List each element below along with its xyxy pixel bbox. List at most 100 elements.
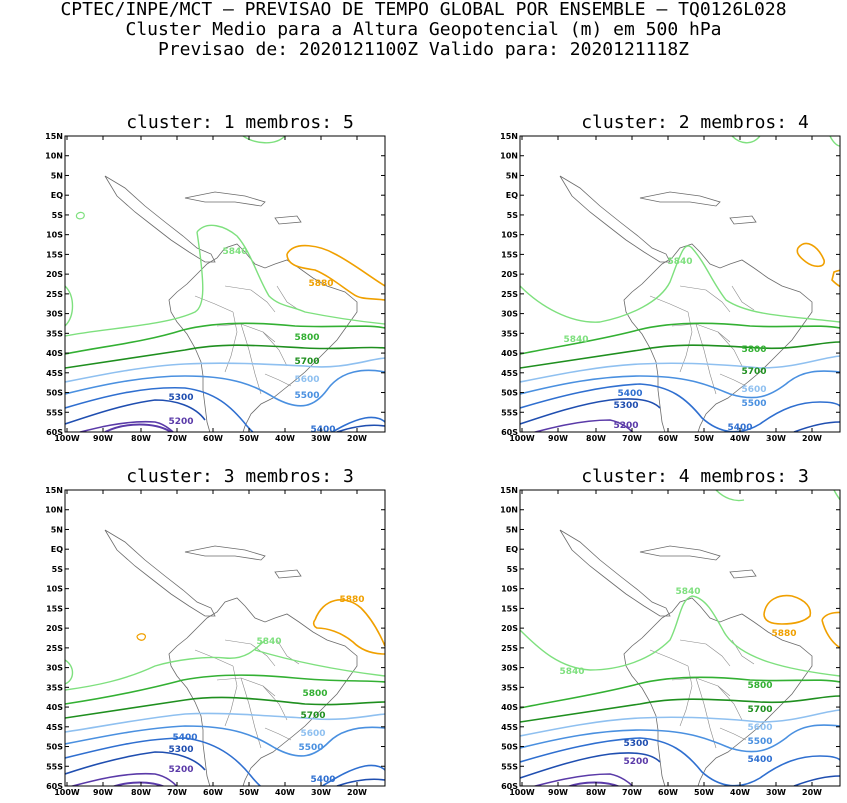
contour-line-5500 xyxy=(65,369,385,407)
lon-label: 80W xyxy=(131,788,151,797)
lat-label: 55S xyxy=(501,408,518,417)
map-content: 5840 5840 5880 5800 5700 5600 5500 5400 5300 5200 xyxy=(520,490,840,786)
lat-label: 15N xyxy=(45,132,63,141)
lat-label: 40S xyxy=(46,703,63,712)
contour-label: 5840 xyxy=(222,247,247,257)
lat-label: 25S xyxy=(46,644,63,653)
country-border xyxy=(679,285,731,313)
lon-label: 60W xyxy=(203,788,223,797)
lat-label: 10S xyxy=(46,585,63,594)
lat-label: 30S xyxy=(46,310,63,319)
contour-label: 5500 xyxy=(741,399,766,409)
lon-label: 40W xyxy=(275,788,295,797)
lat-label: 20S xyxy=(46,624,63,633)
contour-line-5200 xyxy=(111,781,166,786)
country-border xyxy=(695,323,717,395)
landmass xyxy=(559,175,813,432)
contour-line-5840 xyxy=(731,136,761,144)
contour-label: 5800 xyxy=(747,681,772,691)
lon-label: 50W xyxy=(239,434,259,443)
caribbean-islands xyxy=(639,545,757,579)
map-area: 5840 5840 5880 5800 5700 5600 5500 5400 5300 5200… xyxy=(500,486,841,797)
contour-line-5800 xyxy=(65,674,385,705)
south-america-coastline xyxy=(168,597,358,786)
lon-label: 70W xyxy=(622,788,642,797)
contour-label: 5500 xyxy=(294,391,319,401)
lon-label: 40W xyxy=(730,434,750,443)
contour-line-5840 xyxy=(242,136,286,144)
contour-label: 5840 xyxy=(563,335,588,345)
contour-line-5840 xyxy=(65,285,74,327)
lon-label: 100W xyxy=(54,434,80,443)
lon-label: 30W xyxy=(766,434,786,443)
lat-label: 5N xyxy=(506,171,518,180)
contour-label: 5800 xyxy=(302,689,327,699)
contour-line-5400 xyxy=(65,737,385,786)
lon-label: 70W xyxy=(167,434,187,443)
country-border xyxy=(679,639,731,667)
map-svg: 5880 5840 5800 5700 5600 5500 5400 5300 5200 15N 1… xyxy=(45,132,386,443)
map-frame xyxy=(64,489,386,787)
lon-label: 70W xyxy=(622,434,642,443)
lat-label: 15S xyxy=(501,604,518,613)
contour-line-5840 xyxy=(520,245,840,323)
contour-line-5840 xyxy=(75,211,85,220)
lat-label: 10N xyxy=(45,152,63,161)
contour-label: 5840 xyxy=(559,667,584,677)
contour-line-5840 xyxy=(829,136,840,147)
lat-label: 5S xyxy=(52,565,64,574)
contour-label: 5400 xyxy=(310,425,335,435)
contour-line-5700 xyxy=(65,696,385,719)
contour-label: 5400 xyxy=(617,389,642,399)
lat-label: 60S xyxy=(501,782,518,791)
contour-line-5840 xyxy=(401,490,411,504)
lon-label: 40W xyxy=(730,788,750,797)
contour-line-5840 xyxy=(65,659,74,685)
lat-label: 15N xyxy=(500,486,518,495)
contour-line-5800 xyxy=(520,676,840,709)
lon-label: 100W xyxy=(54,788,80,797)
lat-label: 15N xyxy=(500,132,518,141)
map-panel-cluster-2: cluster: 2 membros: 4 5840 5840 5800 5700 56… xyxy=(495,112,847,443)
map-content: 5840 5840 5800 5700 5600 5500 5400 5400 5300 5200 xyxy=(520,136,840,432)
country-border xyxy=(216,323,276,343)
contour-line-5600 xyxy=(520,709,840,737)
contour-label: 5300 xyxy=(168,745,193,755)
map-area: 5880 5840 5800 5700 5600 5500 5400 5300 5200 15N 1… xyxy=(45,132,386,443)
country-border xyxy=(264,373,292,387)
contour-label: 5300 xyxy=(613,401,638,411)
lat-label: 20S xyxy=(501,624,518,633)
contour-label: 5880 xyxy=(339,595,364,605)
contour-line-5800 xyxy=(520,322,840,355)
landmass xyxy=(104,175,358,432)
map-frame xyxy=(64,135,386,433)
contour-line-5300 xyxy=(65,751,206,775)
lon-label: 20W xyxy=(347,788,367,797)
map-content: 5880 5840 5800 5700 5600 5500 5400 5300 5200 xyxy=(65,136,385,435)
contour-line-5880 xyxy=(136,633,146,641)
header-line-3: Previsao de: 2020121100Z Valido para: 20… xyxy=(157,39,689,60)
lon-label: 30W xyxy=(311,788,331,797)
contour-line-5880 xyxy=(821,611,840,649)
lat-label: 5N xyxy=(506,525,518,534)
lon-label: 60W xyxy=(203,434,223,443)
contour-line-5300 xyxy=(520,752,661,779)
map-svg: 5880 5840 5800 5700 5600 5500 5400 5400 5300 5200… xyxy=(45,486,411,797)
contour-line-5880 xyxy=(831,269,840,288)
contour-label: 5700 xyxy=(741,367,766,377)
contour-line-5500 xyxy=(520,370,840,399)
lat-label: 30S xyxy=(501,310,518,319)
country-border xyxy=(240,677,262,749)
lat-label: 35S xyxy=(501,329,518,338)
lon-label: 60W xyxy=(658,788,678,797)
lat-label: 5S xyxy=(507,565,519,574)
lat-label: 35S xyxy=(46,683,63,692)
contour-line-5200 xyxy=(531,773,634,786)
contour-label: 5200 xyxy=(623,757,648,767)
lon-label: 20W xyxy=(802,434,822,443)
lon-label: 30W xyxy=(766,788,786,797)
lat-label: 50S xyxy=(46,389,63,398)
contour-line-5200 xyxy=(104,423,172,432)
central-america-coastline xyxy=(559,529,671,617)
lon-label: 90W xyxy=(548,434,568,443)
